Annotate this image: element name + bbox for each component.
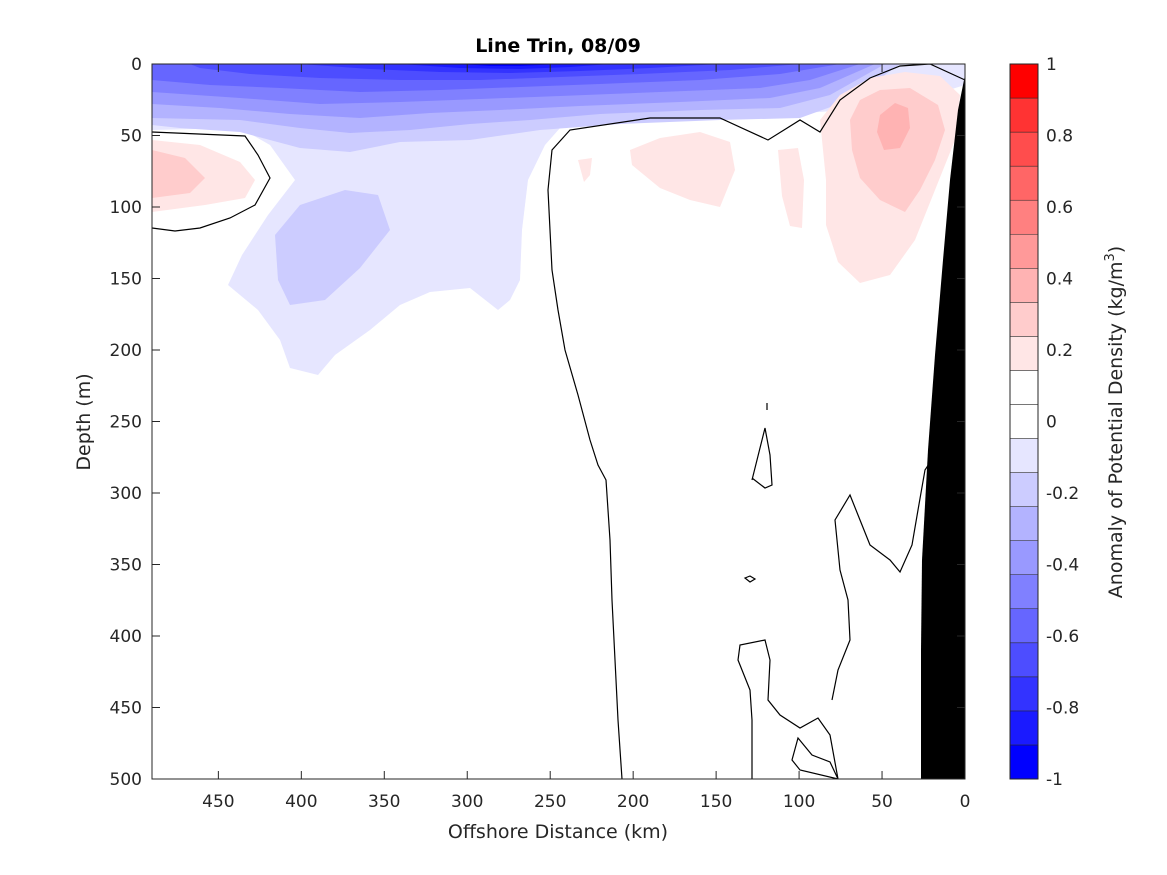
x-tick-label: 0 [960, 792, 971, 812]
colorbar-band [1009, 642, 1039, 678]
x-tick-label: 400 [285, 792, 317, 812]
colorbar-tick-label: 0 [1046, 413, 1057, 433]
colorbar-band [1009, 744, 1039, 780]
colorbar-frame [1009, 63, 1039, 780]
colorbar-label: Anomaly of Potential Density (kg/m3) [1103, 246, 1127, 598]
zero-contour-narrow-patch [751, 427, 773, 489]
surface-mixed-layer-core [400, 64, 610, 69]
colorbar-band [1009, 131, 1039, 167]
colorbar-label-main: Anomaly of Potential Density (kg/m [1105, 262, 1127, 599]
colorbar-band [1009, 268, 1039, 303]
colorbar-label-suffix: ) [1105, 246, 1127, 253]
x-axis-label: Offshore Distance (km) [448, 821, 668, 843]
y-tick-label: 150 [110, 270, 142, 290]
colorbar [1009, 63, 1039, 780]
offshore-positive-lens-core [152, 150, 205, 198]
colorbar-tick-label: 1 [1046, 55, 1057, 75]
colorbar-band [1009, 710, 1039, 746]
colorbar-tick-label: -0.6 [1046, 627, 1079, 647]
zero-contour-offshore-lens [152, 131, 271, 232]
colorbar-band [1009, 199, 1039, 235]
y-axis-ticks: 0 50 100 150 200 250 300 350 400 450 500 [110, 55, 965, 790]
subsurface-negative-core [275, 190, 390, 305]
mid-section-positive-patch [630, 132, 735, 207]
colorbar-tick-label: -0.2 [1046, 484, 1079, 504]
colorbar-band [1009, 472, 1039, 507]
zero-contour-main [547, 64, 965, 779]
zero-contour-tiny-diamond [743, 575, 757, 583]
x-tick-label: 350 [368, 792, 400, 812]
anomaly-field [152, 64, 965, 779]
colorbar-band [1009, 540, 1039, 575]
colorbar-tick-label: 0.8 [1046, 127, 1073, 147]
colorbar-band [1009, 97, 1039, 133]
chart-title: Line Trin, 08/09 [475, 35, 641, 57]
y-tick-label: 250 [110, 413, 142, 433]
zero-contour-inner-shelf [831, 454, 936, 701]
colorbar-band [1009, 165, 1039, 201]
x-tick-label: 200 [617, 792, 649, 812]
y-axis-label: Depth (m) [73, 373, 95, 470]
colorbar-band [1009, 233, 1039, 269]
colorbar-band [1009, 506, 1039, 541]
nearshore-positive-mid [850, 88, 945, 212]
y-tick-label: 400 [110, 627, 142, 647]
y-tick-label: 350 [110, 556, 142, 576]
y-tick-label: 450 [110, 699, 142, 719]
x-tick-label: 250 [534, 792, 566, 812]
x-tick-label: 450 [202, 792, 234, 812]
y-tick-label: 50 [120, 127, 142, 147]
colorbar-band [1009, 404, 1039, 439]
small-positive-patch-1 [778, 148, 804, 228]
nearshore-positive-core [877, 103, 910, 150]
x-tick-label: 100 [783, 792, 815, 812]
y-tick-label: 300 [110, 484, 142, 504]
colorbar-band [1009, 336, 1039, 371]
y-tick-label: 500 [110, 770, 142, 790]
colorbar-band [1009, 302, 1039, 337]
x-tick-label: 50 [871, 792, 893, 812]
bathymetry [921, 75, 965, 779]
colorbar-tick-label: -0.8 [1046, 699, 1079, 719]
y-tick-label: 200 [110, 341, 142, 361]
y-tick-label: 100 [110, 198, 142, 218]
colorbar-band [1009, 608, 1039, 644]
colorbar-tick-label: 0.2 [1046, 341, 1073, 361]
zero-contours [152, 64, 965, 779]
zero-contour-slope [737, 639, 839, 779]
x-tick-label: 150 [700, 792, 732, 812]
y-tick-label: 0 [131, 55, 142, 75]
colorbar-ticks: 1 0.8 0.6 0.4 0.2 0 -0.2 -0.4 -0.6 -0.8 -1 [1046, 55, 1079, 790]
colorbar-band [1009, 370, 1039, 405]
colorbar-band [1009, 574, 1039, 610]
colorbar-tick-label: -0.4 [1046, 556, 1079, 576]
colorbar-band [1009, 676, 1039, 712]
x-tick-label: 300 [451, 792, 483, 812]
colorbar-band [1009, 63, 1039, 99]
zero-contour-bottom-loop [791, 736, 839, 779]
colorbar-band [1009, 438, 1039, 473]
colorbar-label-superscript: 3 [1103, 253, 1118, 261]
colorbar-tick-label: 0.6 [1046, 198, 1073, 218]
x-axis-ticks: 450 400 350 300 250 200 150 100 50 0 [202, 64, 970, 812]
colorbar-tick-label: 0.4 [1046, 270, 1073, 290]
colorbar-tick-label: -1 [1046, 770, 1063, 790]
small-positive-patch-2 [578, 158, 592, 182]
